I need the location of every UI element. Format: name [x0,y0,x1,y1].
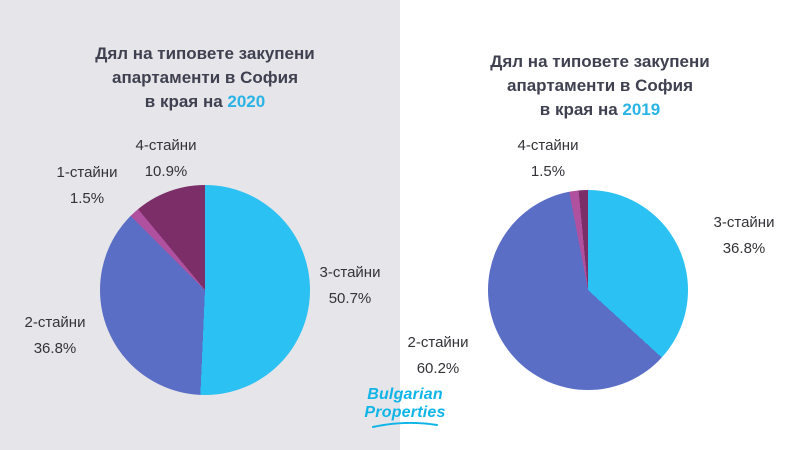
slice-percent: 50.7% [328,290,372,308]
slice-name: 1-стайни [56,164,118,181]
slice-percent: 36.8% [722,240,766,258]
logo-line1: Bulgarian [367,386,443,403]
slice-name: 3-стайни [713,214,775,231]
slice-label-2019-2rooms: 2-стайни 60.2% [388,330,488,383]
chart-title-2019: Дял на типовете закупени апартаменти в С… [420,50,780,121]
slice-label-2019-3rooms: 3-стайни 36.8% [694,210,794,263]
chart-title-2020: Дял на типовете закупени апартаменти в С… [25,42,385,113]
logo-line2: Properties [364,403,446,421]
slice-percent: 1.5% [530,163,566,181]
slice-percent: 60.2% [416,360,460,378]
slice-label-2020-3rooms: 3-стайни 50.7% [302,260,398,313]
slice-name: 4-стайни [135,137,197,154]
title-line3: в края на [144,91,228,111]
slice-percent: 36.8% [33,340,77,358]
slice-percent: 10.9% [144,163,188,181]
slice-name: 3-стайни [319,264,381,281]
logo-swoosh-icon [372,422,438,429]
slice-label-2020-1room: 1-стайни 1.5% [33,160,141,213]
title-line2: апартаменти в София [112,67,298,87]
title-line2: апартаменти в София [507,75,693,95]
title-line1: Дял на типовете закупени [490,52,710,71]
title-line3: в края на [539,99,623,119]
pie-chart-2019 [488,190,688,390]
slice-label-2019-4rooms: 4-стайни 1.5% [492,133,604,186]
slice-name: 4-стайни [517,137,579,154]
slice-label-2020-4rooms: 4-стайни 10.9% [110,133,222,186]
slice-name: 2-стайни [407,334,469,351]
slice-name: 2-стайни [24,314,86,331]
slice-label-2020-2rooms: 2-стайни 36.8% [6,310,104,363]
pie-chart-2020 [100,185,310,395]
title-line1: Дял на типовете закупени [95,44,315,63]
year-highlight-2020: 2020 [227,91,266,111]
slice-percent: 1.5% [69,190,105,208]
bulgarian-properties-logo: Bulgarian Properties [340,386,470,429]
year-highlight-2019: 2019 [622,99,661,119]
